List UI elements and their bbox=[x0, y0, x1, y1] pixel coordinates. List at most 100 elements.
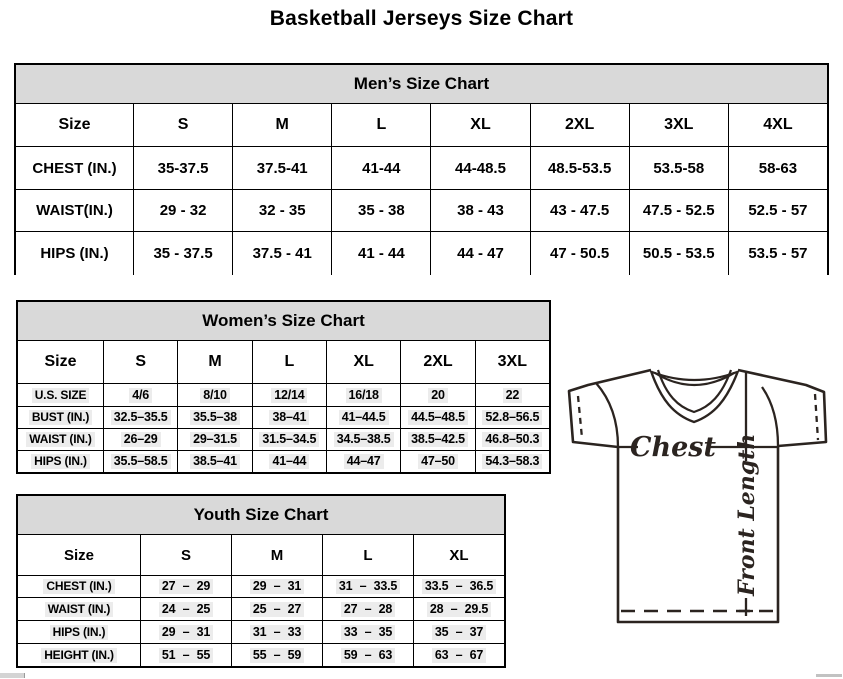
youth-value-text: 27 – 28 bbox=[340, 601, 396, 617]
mens-size-header-label: Size bbox=[16, 104, 133, 146]
womens-value-text: 22 bbox=[502, 387, 523, 403]
youth-row-label-0: CHEST (IN.) bbox=[18, 576, 140, 597]
womens-value-cell-3-1: 38.5–41 bbox=[178, 451, 252, 472]
womens-value-cell-3-3: 44–47 bbox=[327, 451, 401, 472]
womens-value-text: 38.5–42.5 bbox=[408, 432, 468, 447]
youth-row-label-text: HEIGHT (IN.) bbox=[41, 647, 117, 663]
womens-value-text: 34.5–38.5 bbox=[333, 432, 394, 447]
youth-value-cell-0-1: 29 – 31 bbox=[232, 576, 322, 597]
youth-row-label-2: HIPS (IN.) bbox=[18, 621, 140, 643]
youth-value-cell-3-3: 63 – 67 bbox=[414, 644, 504, 666]
womens-value-text: 16/18 bbox=[345, 387, 382, 403]
youth-value-cell-3-0: 51 – 55 bbox=[141, 644, 231, 666]
youth-value-cell-2-1: 31 – 33 bbox=[232, 621, 322, 643]
youth-value-text: 25 – 27 bbox=[249, 601, 305, 617]
womens-value-text: 44.5–48.5 bbox=[408, 410, 468, 425]
youth-value-cell-1-1: 25 – 27 bbox=[232, 598, 322, 620]
mens-size-column-header-4: 2XL bbox=[530, 104, 629, 146]
womens-value-text: 31.5–34.5 bbox=[259, 432, 320, 447]
youth-row-label-text: HIPS (IN.) bbox=[49, 624, 109, 640]
front-length-label: Front Length bbox=[734, 434, 760, 597]
jersey-vneck-inner bbox=[656, 369, 733, 414]
womens-value-text: 35.5–58.5 bbox=[110, 454, 171, 469]
jersey-left-armhole-seam bbox=[595, 382, 620, 448]
womens-value-text: 38.5–41 bbox=[190, 454, 240, 469]
mens-size-column-header-3: XL bbox=[431, 104, 530, 146]
youth-value-text: 33.5 – 36.5 bbox=[421, 579, 497, 594]
youth-value-text: 33 – 35 bbox=[340, 624, 396, 640]
womens-value-text: 4/6 bbox=[129, 387, 153, 403]
womens-row-label-text: WAIST (IN.) bbox=[26, 432, 95, 447]
jersey-vneck-outer bbox=[649, 370, 740, 424]
youth-value-cell-0-3: 33.5 – 36.5 bbox=[414, 576, 504, 597]
mens-size-column-header-1: M bbox=[233, 104, 332, 146]
youth-value-cell-3-1: 55 – 59 bbox=[232, 644, 322, 666]
horizontal-scrollbar-fragment-left[interactable] bbox=[0, 673, 25, 678]
womens-value-cell-1-1: 35.5–38 bbox=[178, 407, 252, 428]
womens-value-cell-3-0: 35.5–58.5 bbox=[104, 451, 178, 472]
youth-value-text: 59 – 63 bbox=[340, 647, 396, 663]
womens-value-text: 32.5–35.5 bbox=[110, 410, 171, 425]
jersey-diagram-svg: Chest Front Length bbox=[567, 368, 828, 624]
womens-row-label-0: U.S. SIZE bbox=[18, 384, 103, 406]
womens-value-cell-2-0: 26–29 bbox=[104, 429, 178, 450]
mens-value-cell-2-1: 37.5 - 41 bbox=[233, 232, 332, 275]
mens-value-cell-1-0: 29 - 32 bbox=[134, 190, 233, 231]
jersey-left-cuff-dashed-line bbox=[576, 395, 584, 439]
youth-value-cell-2-3: 35 – 37 bbox=[414, 621, 504, 643]
mens-size-column-header-6: 4XL bbox=[728, 104, 827, 146]
womens-value-cell-0-5: 22 bbox=[475, 384, 549, 406]
womens-value-cell-0-1: 8/10 bbox=[178, 384, 252, 406]
youth-value-text: 27 – 29 bbox=[158, 579, 214, 594]
youth-value-text: 29 – 31 bbox=[249, 579, 305, 594]
womens-value-cell-0-2: 12/14 bbox=[252, 384, 326, 406]
mens-value-cell-1-4: 43 - 47.5 bbox=[530, 190, 629, 231]
jersey-left-sleeve-outline bbox=[567, 368, 652, 449]
youth-size-column-header-2: L bbox=[323, 535, 413, 575]
mens-value-cell-2-0: 35 - 37.5 bbox=[134, 232, 233, 275]
womens-value-cell-0-4: 20 bbox=[401, 384, 475, 406]
womens-table-title: Women’s Size Chart bbox=[18, 302, 549, 340]
womens-value-text: 20 bbox=[428, 387, 448, 403]
womens-value-cell-0-3: 16/18 bbox=[327, 384, 401, 406]
womens-value-text: 26–29 bbox=[120, 432, 161, 447]
womens-value-cell-2-4: 38.5–42.5 bbox=[401, 429, 475, 450]
womens-value-text: 8/10 bbox=[200, 387, 230, 403]
womens-row-label-2: WAIST (IN.) bbox=[18, 429, 103, 450]
womens-value-cell-2-2: 31.5–34.5 bbox=[252, 429, 326, 450]
jersey-collar-inner-curve bbox=[654, 372, 735, 387]
womens-value-cell-1-2: 38–41 bbox=[252, 407, 326, 428]
youth-value-text: 29 – 31 bbox=[158, 624, 214, 640]
mens-value-cell-0-4: 48.5-53.5 bbox=[530, 147, 629, 189]
mens-value-cell-2-5: 50.5 - 53.5 bbox=[629, 232, 728, 275]
womens-row-label-1: BUST (IN.) bbox=[18, 407, 103, 428]
youth-value-cell-1-0: 24 – 25 bbox=[141, 598, 231, 620]
youth-value-text: 35 – 37 bbox=[431, 624, 487, 640]
womens-value-text: 38–41 bbox=[269, 410, 310, 425]
youth-size-table: Youth Size Chart Size S M L XL CHEST (IN.) 27 –… bbox=[16, 494, 506, 668]
mens-size-column-header-5: 3XL bbox=[629, 104, 728, 146]
womens-size-column-header-4: 2XL bbox=[401, 341, 475, 383]
youth-size-column-header-1: M bbox=[232, 535, 322, 575]
jersey-measurement-diagram: Chest Front Length bbox=[562, 362, 838, 633]
youth-size-column-header-3: XL bbox=[414, 535, 504, 575]
womens-value-text: 29–31.5 bbox=[190, 432, 240, 447]
womens-value-cell-3-4: 47–50 bbox=[401, 451, 475, 472]
mens-value-cell-2-2: 41 - 44 bbox=[332, 232, 431, 275]
jersey-right-armhole-seam bbox=[761, 386, 780, 447]
youth-value-text: 31 – 33 bbox=[249, 624, 305, 640]
mens-size-column-header-0: S bbox=[134, 104, 233, 146]
womens-row-label-text: HIPS (IN.) bbox=[31, 454, 90, 469]
womens-value-cell-1-5: 52.8–56.5 bbox=[475, 407, 549, 428]
mens-value-cell-0-2: 41-44 bbox=[332, 147, 431, 189]
youth-value-cell-1-2: 27 – 28 bbox=[323, 598, 413, 620]
youth-row-label-1: WAIST (IN.) bbox=[18, 598, 140, 620]
youth-value-text: 63 – 67 bbox=[431, 647, 487, 663]
womens-size-column-header-5: 3XL bbox=[475, 341, 549, 383]
womens-value-text: 12/14 bbox=[271, 387, 308, 403]
mens-value-cell-0-3: 44-48.5 bbox=[431, 147, 530, 189]
mens-value-cell-0-1: 37.5-41 bbox=[233, 147, 332, 189]
womens-value-text: 47–50 bbox=[418, 454, 458, 469]
horizontal-scrollbar-fragment-right[interactable] bbox=[816, 674, 842, 677]
womens-value-cell-3-5: 54.3–58.3 bbox=[475, 451, 549, 472]
